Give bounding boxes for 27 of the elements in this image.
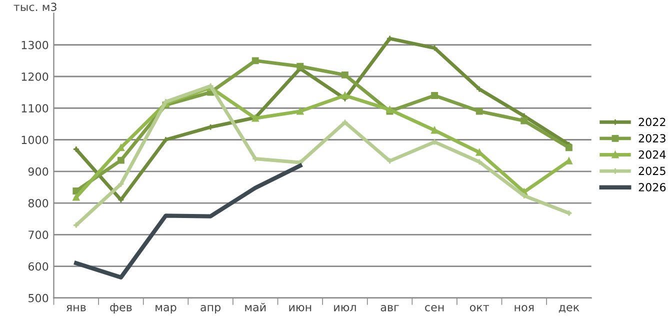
legend-label: 2022 — [638, 118, 666, 126]
x-tick-label: фев — [110, 303, 132, 314]
legend-label: 2023 — [638, 134, 666, 142]
y-tick-label: 600 — [28, 262, 48, 271]
x-tick-label: сен — [425, 304, 444, 312]
legend-label: 2026 — [638, 183, 666, 192]
y-axis-title: тыс. м3 — [14, 2, 56, 12]
x-tick-label: ноя — [514, 304, 534, 312]
y-tick-label: 1100 — [22, 104, 48, 113]
x-tick-label: июл — [334, 304, 356, 312]
x-tick-label: авг — [380, 304, 399, 312]
x-tick-label: май — [245, 302, 266, 312]
x-tick-label: окт — [470, 304, 490, 312]
y-tick-label: 800 — [28, 198, 48, 208]
x-tick-label: мар — [156, 304, 176, 314]
x-tick-label: апр — [200, 304, 221, 314]
y-tick-label: 1300 — [22, 40, 48, 50]
legend-label: 2025 — [638, 166, 666, 176]
x-tick-label: июн — [289, 304, 312, 312]
y-tick-label: 900 — [28, 167, 48, 176]
x-tick-label: янв — [66, 305, 86, 312]
y-tick-label: 1200 — [22, 72, 48, 81]
y-tick-label: 1000 — [22, 136, 48, 144]
y-tick-label: 500 — [28, 294, 48, 302]
x-tick-label: дек — [558, 304, 580, 313]
legend-label: 2024 — [638, 150, 666, 159]
y-tick-label: 700 — [28, 230, 48, 240]
